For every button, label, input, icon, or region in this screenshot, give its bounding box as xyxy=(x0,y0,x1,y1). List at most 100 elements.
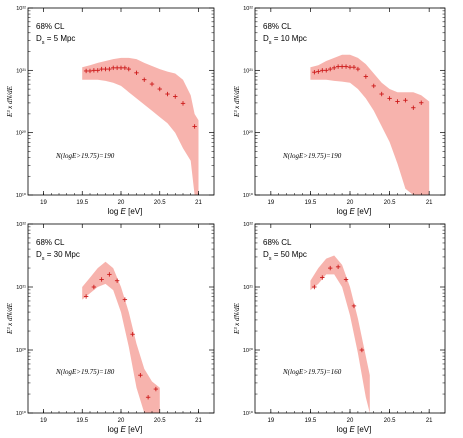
data-point xyxy=(411,105,416,110)
panel-3: 19 19.5 20 20.5 21 10¹⁰ 10²⁰ 10²¹ 10²² 68% CL Ds =… xyxy=(6,222,215,434)
ds-label: Ds = 10 Mpc xyxy=(263,34,307,46)
x-tick-label: 19 xyxy=(267,200,274,206)
x-tick-label: 19 xyxy=(40,418,47,424)
data-point xyxy=(91,68,97,73)
data-point xyxy=(343,277,349,282)
data-point xyxy=(142,77,147,82)
data-point xyxy=(379,91,384,97)
x-tick-label: 20 xyxy=(118,418,125,424)
data-point xyxy=(403,98,408,103)
x-axis-label: log E [eV] xyxy=(108,425,143,434)
x-axis-label: log E [eV] xyxy=(337,425,372,434)
y-tick-label: 10²² xyxy=(16,6,26,12)
data-point xyxy=(180,101,186,106)
data-point xyxy=(173,94,178,99)
data-point xyxy=(192,124,197,129)
data-point xyxy=(324,68,329,73)
data-point xyxy=(153,386,159,392)
data-point xyxy=(83,294,89,299)
y-tick-label: 10²² xyxy=(243,222,253,228)
data-point xyxy=(363,74,369,79)
cl-label: 68% CL xyxy=(36,22,65,31)
data-point xyxy=(122,65,128,71)
y-axis-label: E³ x dN/dE xyxy=(6,302,14,335)
data-point xyxy=(130,332,135,337)
x-axis-label: log E [eV] xyxy=(337,207,372,216)
data-point xyxy=(83,68,89,74)
data-point xyxy=(114,65,120,71)
data-point xyxy=(395,99,400,104)
x-tick-label: 20 xyxy=(347,418,354,424)
data-point xyxy=(331,65,337,71)
y-tick-label: 10²¹ xyxy=(243,68,253,74)
data-point xyxy=(91,284,97,290)
data-point xyxy=(99,66,104,72)
data-point xyxy=(118,65,124,71)
data-point xyxy=(316,69,321,74)
data-point xyxy=(320,68,325,73)
data-point xyxy=(328,265,333,271)
panel-2: 19 19.5 20 20.5 21 10¹⁰ 10²⁰ 10²¹ 10²² 68% CL Ds =… xyxy=(233,6,446,216)
confidence-band xyxy=(82,57,199,195)
y-axis-label: E³ x dN/dE xyxy=(233,302,241,335)
data-point xyxy=(157,86,162,92)
data-point xyxy=(335,64,341,69)
x-tick-label: 21 xyxy=(426,418,433,424)
confidence-band xyxy=(310,54,430,195)
ds-label: Ds = 5 Mpc xyxy=(36,34,75,46)
data-point xyxy=(387,96,392,101)
data-point xyxy=(339,64,345,69)
data-point xyxy=(111,65,116,71)
n-events-label: N(logE>19.75)=190 xyxy=(282,152,342,160)
ds-label: Ds = 30 Mpc xyxy=(36,250,80,262)
y-tick-label: 10²⁰ xyxy=(16,347,27,354)
data-point xyxy=(165,91,170,97)
x-tick-label: 21 xyxy=(195,200,202,206)
y-tick-label: 10²¹ xyxy=(16,68,26,74)
x-tick-label: 19.5 xyxy=(305,418,317,424)
y-tick-label: 10²⁰ xyxy=(243,347,254,354)
data-point xyxy=(320,275,325,280)
y-tick-label: 10²² xyxy=(16,222,26,228)
data-point xyxy=(347,65,353,70)
x-tick-label: 20 xyxy=(118,200,125,206)
data-point xyxy=(87,68,93,74)
data-point xyxy=(107,272,112,277)
cl-label: 68% CL xyxy=(263,238,292,247)
cl-label: 68% CL xyxy=(263,22,292,31)
cl-label: 68% CL xyxy=(36,238,65,247)
x-tick-label: 20.5 xyxy=(154,200,166,206)
y-tick-label: 10¹⁰ xyxy=(243,410,254,417)
y-tick-label: 10²¹ xyxy=(243,285,253,291)
data-point xyxy=(107,66,112,72)
y-tick-label: 10²¹ xyxy=(16,285,26,291)
ds-label: Ds = 50 Mpc xyxy=(263,250,307,262)
data-point xyxy=(126,66,131,72)
data-point xyxy=(114,278,120,283)
x-tick-label: 19.5 xyxy=(76,418,88,424)
data-point xyxy=(355,66,361,72)
data-point xyxy=(138,373,143,378)
data-point xyxy=(95,68,100,73)
y-axis-label: E³ x dN/dE xyxy=(233,85,241,118)
y-tick-label: 10²⁰ xyxy=(243,130,254,137)
x-tick-label: 20.5 xyxy=(154,418,166,424)
data-point xyxy=(343,64,349,69)
y-tick-label: 10²² xyxy=(243,6,253,12)
data-point xyxy=(335,264,341,270)
n-events-label: N(logE>19.75)=160 xyxy=(282,368,342,376)
y-tick-label: 10¹⁰ xyxy=(243,192,254,199)
data-point xyxy=(419,100,424,105)
x-tick-label: 19.5 xyxy=(305,200,317,206)
data-point xyxy=(351,65,357,70)
n-events-label: N(logE>19.75)=180 xyxy=(55,368,115,376)
x-tick-label: 19 xyxy=(267,418,274,424)
x-tick-label: 19.5 xyxy=(76,200,88,206)
panel-1: 19 19.5 20 20.5 21 10¹⁰ 10²⁰ 10²¹ 10²² 68% CL Ds =… xyxy=(6,6,215,216)
data-point xyxy=(99,277,104,282)
y-tick-label: 10¹⁰ xyxy=(16,192,27,199)
data-point xyxy=(122,297,128,302)
data-point xyxy=(359,347,365,353)
data-point xyxy=(149,81,155,87)
